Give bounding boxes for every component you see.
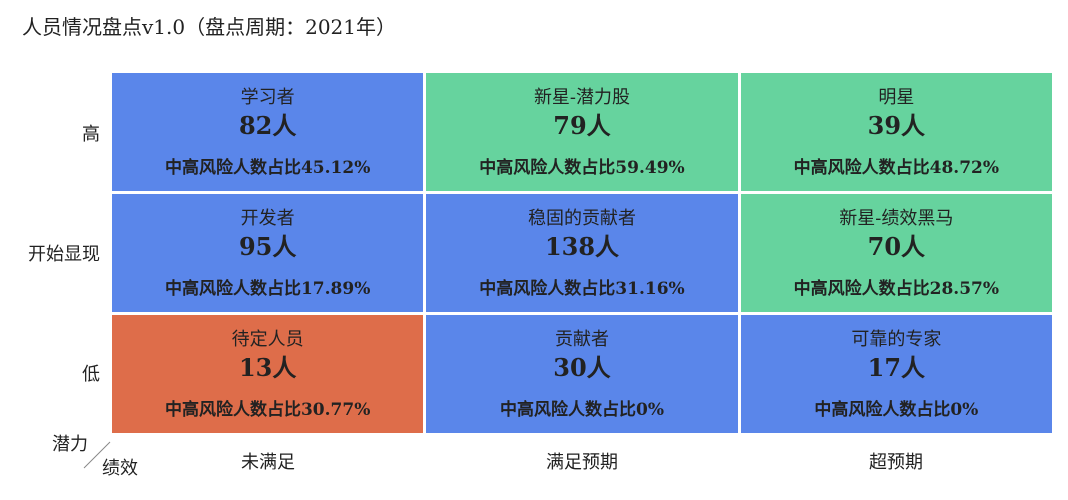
cell-count: 13人 [238, 353, 297, 382]
cell-risk-ratio: 中高风险人数占比0% [500, 400, 664, 420]
cell-name: 可靠的专家 [851, 329, 942, 350]
matrix-cell-solid-contributor: 稳固的贡献者 138人 中高风险人数占比31.16% [426, 194, 738, 312]
cell-count: 70人 [867, 232, 926, 261]
cell-count: 30人 [553, 353, 611, 382]
matrix-cell-developer: 开发者 95人 中高风险人数占比17.89% [112, 194, 424, 312]
matrix-cell-rising-dark-horse: 新星-绩效黑马 70人 中高风险人数占比28.57% [740, 194, 1052, 312]
cell-risk-ratio: 中高风险人数占比31.16% [479, 279, 685, 299]
cell-count: 17人 [867, 353, 926, 382]
cell-risk-ratio: 中高风险人数占比59.49% [479, 158, 685, 178]
matrix-cell-star: 明星 39人 中高风险人数占比48.72% [740, 73, 1052, 191]
column-label-meets: 满足预期 [546, 452, 618, 473]
matrix-cell-learner: 学习者 82人 中高风险人数占比45.12% [112, 73, 424, 191]
matrix-cell-reliable-expert: 可靠的专家 17人 中高风险人数占比0% [740, 315, 1052, 433]
column-label-unmet: 未满足 [241, 452, 295, 473]
cell-count: 138人 [544, 232, 620, 261]
cell-name: 待定人员 [231, 329, 304, 350]
talent-matrix: 学习者 82人 中高风险人数占比45.12% 新星-潜力股 79人 中高风险人数… [112, 73, 1052, 433]
matrix-cell-pending: 待定人员 13人 中高风险人数占比30.77% [112, 315, 424, 433]
cell-risk-ratio: 中高风险人数占比45.12% [164, 158, 371, 178]
cell-name: 新星-潜力股 [533, 87, 631, 108]
cell-count: 82人 [238, 111, 297, 140]
cell-risk-ratio: 中高风险人数占比28.57% [793, 279, 1000, 299]
matrix-cell-rising-potential: 新星-潜力股 79人 中高风险人数占比59.49% [426, 73, 738, 191]
cell-count: 39人 [867, 111, 926, 140]
cell-risk-ratio: 中高风险人数占比17.89% [164, 279, 371, 299]
cell-name: 明星 [878, 87, 915, 108]
cell-name: 贡献者 [554, 329, 609, 350]
axis-corner-divider [83, 441, 111, 469]
cell-count: 95人 [238, 232, 297, 261]
x-axis-name: 绩效 [102, 458, 138, 479]
cell-risk-ratio: 中高风险人数占比0% [814, 400, 979, 420]
cell-name: 新星-绩效黑马 [839, 208, 954, 229]
row-label-high: 高 [82, 124, 100, 145]
cell-name: 学习者 [240, 87, 295, 108]
matrix-cell-contributor: 贡献者 30人 中高风险人数占比0% [426, 315, 738, 433]
row-label-low: 低 [82, 364, 100, 385]
cell-risk-ratio: 中高风险人数占比30.77% [164, 400, 371, 420]
column-label-exceeds: 超预期 [869, 452, 923, 473]
cell-name: 稳固的贡献者 [527, 208, 636, 229]
cell-count: 79人 [553, 111, 611, 140]
cell-risk-ratio: 中高风险人数占比48.72% [793, 158, 1000, 178]
page-title: 人员情况盘点v1.0（盘点周期：2021年） [22, 15, 397, 39]
cell-name: 开发者 [240, 208, 295, 229]
row-label-emerging: 开始显现 [28, 244, 100, 265]
y-axis-name: 潜力 [52, 434, 88, 455]
